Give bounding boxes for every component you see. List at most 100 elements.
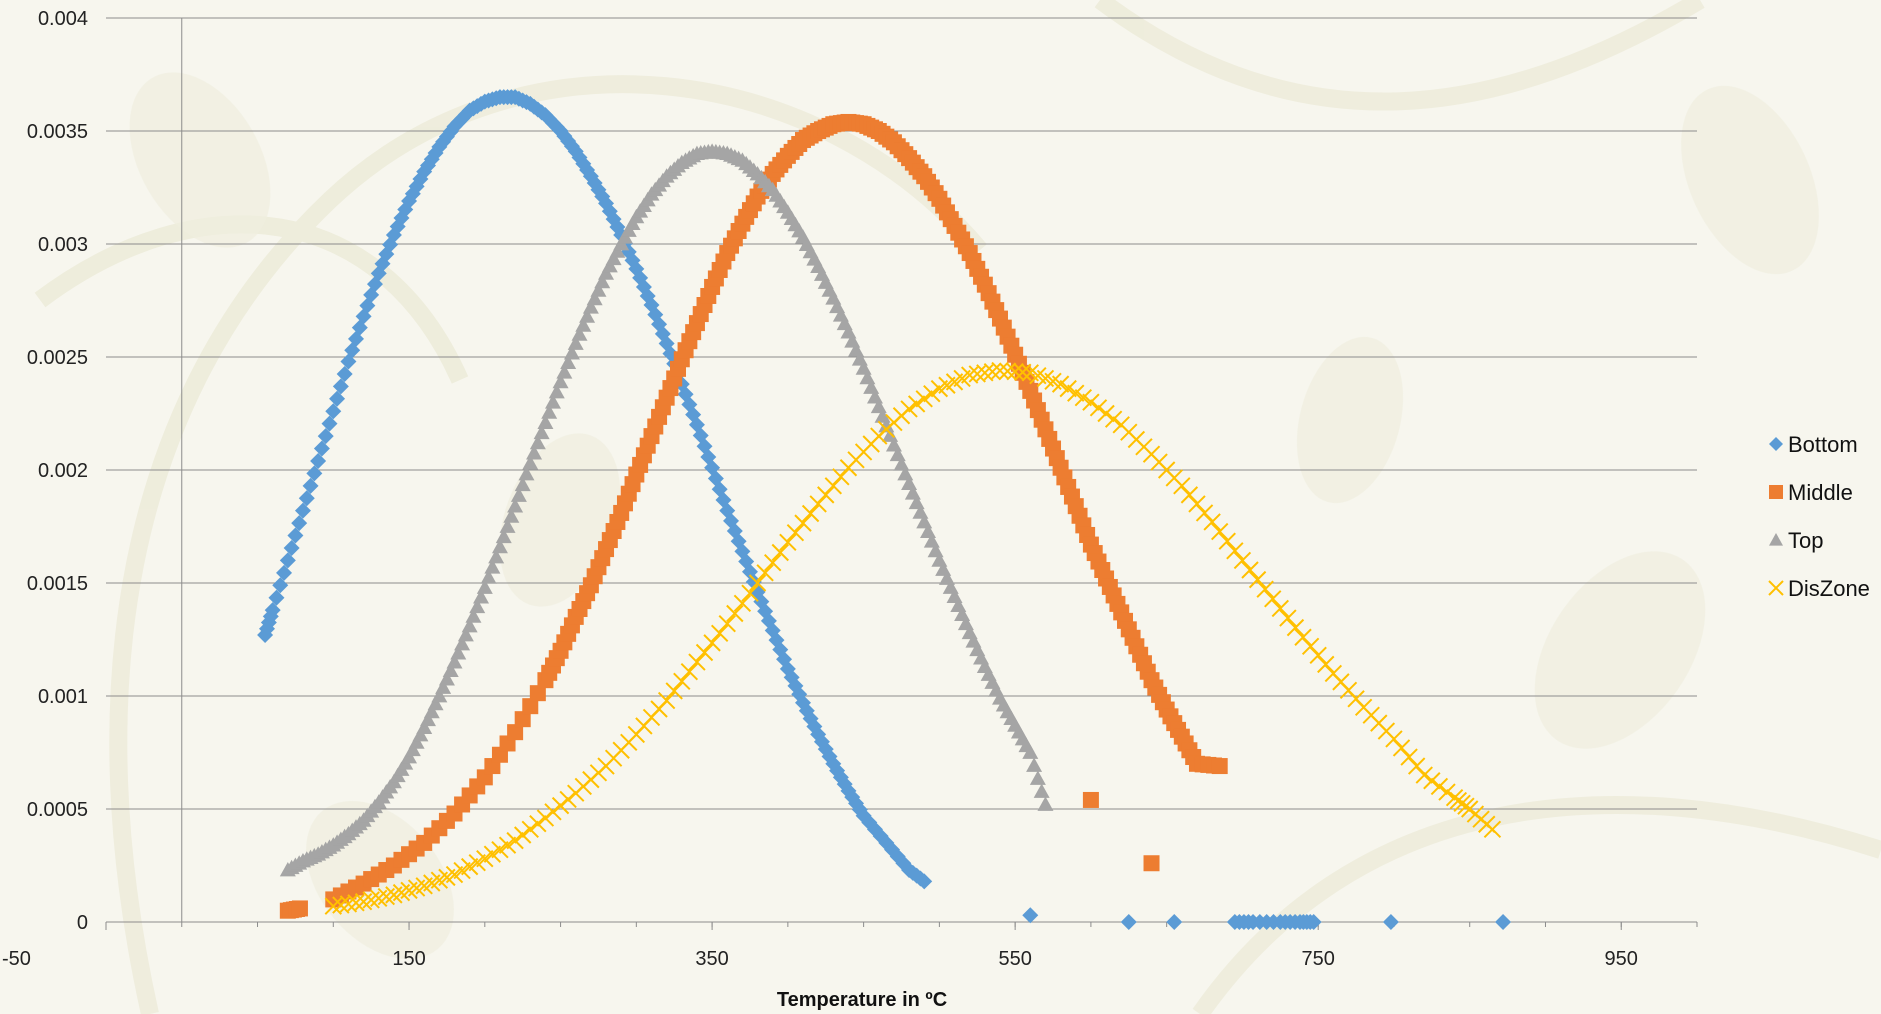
data-point-top xyxy=(1029,770,1046,785)
data-point-bottom xyxy=(306,465,323,482)
data-point-bottom xyxy=(279,552,296,569)
data-point-diszone xyxy=(1195,504,1214,522)
data-point-top xyxy=(552,373,569,389)
data-point-diszone xyxy=(756,564,774,582)
legend-marker-diszone xyxy=(1768,580,1784,596)
legend: Bottom Middle Top DisZone xyxy=(1768,432,1870,601)
x-marker-stroke xyxy=(1044,372,1062,391)
x-marker-stroke xyxy=(665,682,683,700)
data-point-diszone xyxy=(733,594,752,613)
legend-marker-top xyxy=(1769,533,1783,546)
data-point-diszone xyxy=(1483,820,1502,839)
x-marker-stroke xyxy=(1400,748,1418,766)
data-point-top xyxy=(541,404,558,419)
data-point-diszone xyxy=(483,845,502,863)
x-marker-stroke xyxy=(1407,757,1426,775)
x-marker-stroke xyxy=(688,653,706,671)
x-marker-stroke xyxy=(1059,379,1077,398)
x-marker-stroke xyxy=(976,364,994,382)
x-marker-stroke xyxy=(832,468,850,486)
data-point-top xyxy=(416,719,433,735)
x-marker-stroke xyxy=(817,486,835,504)
data-point-top xyxy=(560,354,577,370)
data-point-bottom xyxy=(276,564,293,581)
x-tick-label: 150 xyxy=(392,948,425,970)
x-marker-stroke xyxy=(1226,542,1244,560)
x-marker-stroke xyxy=(1210,522,1229,541)
data-point-top xyxy=(435,679,452,694)
x-marker-stroke xyxy=(1271,599,1290,618)
data-point-diszone xyxy=(1415,766,1433,784)
x-tick-label: 950 xyxy=(1605,948,1638,970)
x-marker-stroke xyxy=(1347,690,1365,708)
data-point-diszone xyxy=(324,897,342,915)
x-marker-stroke xyxy=(476,850,494,868)
x-marker-stroke xyxy=(991,361,1009,380)
x-marker-stroke xyxy=(900,400,918,418)
data-point-diszone xyxy=(817,486,835,504)
x-marker-stroke xyxy=(718,614,736,633)
data-point-diszone xyxy=(968,365,986,383)
data-point-diszone xyxy=(801,504,820,523)
x-tick-label: 350 xyxy=(695,948,728,970)
x-marker-stroke xyxy=(1430,777,1449,796)
x-marker-stroke xyxy=(1264,590,1282,608)
series-bottom xyxy=(257,89,1512,930)
gridlines xyxy=(105,17,1698,930)
data-point-diszone xyxy=(824,477,843,495)
data-point-top xyxy=(480,569,497,584)
data-point-diszone xyxy=(339,895,358,913)
x-axis-title: Temperature in ºC xyxy=(777,989,947,1011)
x-marker-stroke xyxy=(1256,580,1274,598)
data-point-diszone xyxy=(529,814,547,833)
data-point-diszone xyxy=(1226,542,1244,560)
x-marker-stroke xyxy=(779,533,797,552)
data-point-diszone xyxy=(703,634,721,652)
data-point-diszone xyxy=(1423,772,1441,790)
x-marker-stroke xyxy=(1097,404,1115,423)
data-point-middle xyxy=(1211,758,1228,775)
data-point-top xyxy=(446,654,463,669)
data-point-top xyxy=(514,476,531,492)
data-point-top xyxy=(442,662,459,677)
x-marker-stroke xyxy=(1301,637,1320,655)
data-point-bottom xyxy=(287,527,304,544)
data-point-diszone xyxy=(1256,580,1274,598)
data-point-bottom xyxy=(336,365,353,382)
data-point-top xyxy=(544,394,561,409)
x-marker-stroke xyxy=(1104,410,1123,428)
data-point-diszone xyxy=(1392,739,1411,757)
x-marker-stroke xyxy=(1332,673,1350,691)
data-point-diszone xyxy=(923,385,941,403)
x-marker-stroke xyxy=(1188,495,1206,513)
data-point-diszone xyxy=(983,362,1002,381)
x-marker-stroke xyxy=(1203,513,1221,531)
data-point-top xyxy=(526,445,543,460)
y-axis-tick-labels: 0 0.0005 0.001 0.0015 0.002 0.0025 0.003 0.0035… xyxy=(27,8,88,934)
data-point-diszone xyxy=(1241,561,1259,579)
x-marker-stroke xyxy=(332,896,350,914)
data-point-bottom xyxy=(302,477,319,494)
data-point-diszone xyxy=(710,624,729,642)
data-point-top xyxy=(556,364,573,379)
data-point-diszone xyxy=(1248,570,1267,589)
data-point-diszone xyxy=(763,553,782,572)
data-point-top xyxy=(401,749,418,764)
data-point-middle xyxy=(1082,791,1099,808)
data-point-bottom xyxy=(283,539,300,556)
x-marker-stroke xyxy=(1021,364,1040,382)
data-point-bottom xyxy=(1495,914,1512,930)
data-point-middle xyxy=(522,698,539,715)
data-point-diszone xyxy=(915,390,933,408)
data-point-top xyxy=(465,608,482,623)
data-point-bottom xyxy=(272,577,289,594)
data-point-top xyxy=(488,549,505,564)
legend-item-middle: Middle xyxy=(1769,480,1853,505)
data-point-bottom xyxy=(268,589,285,606)
x-marker-stroke xyxy=(960,366,979,384)
y-tick-label: 0.001 xyxy=(38,686,88,708)
data-point-diszone xyxy=(476,850,494,868)
data-point-top xyxy=(419,711,436,727)
x-tick-label: -50 xyxy=(2,948,31,970)
data-point-top xyxy=(404,741,421,757)
